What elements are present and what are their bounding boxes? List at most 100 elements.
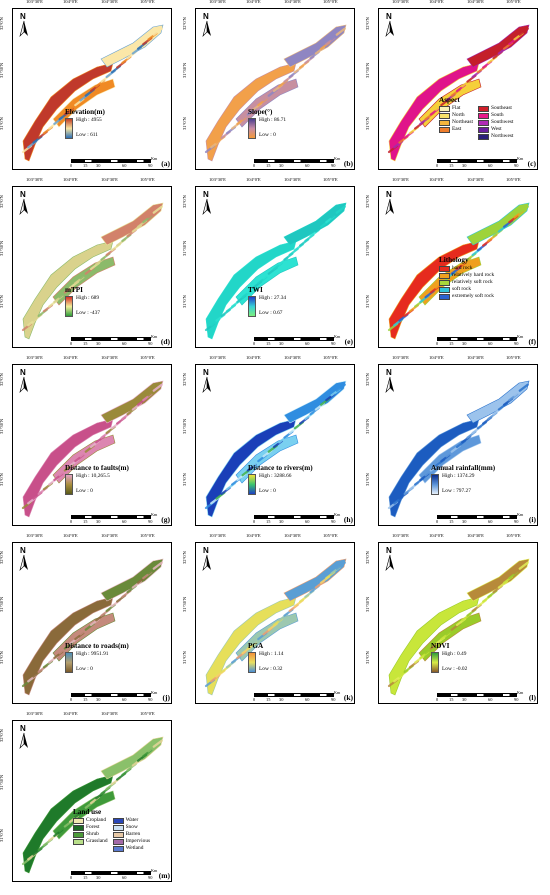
legend-class: hard rock: [439, 265, 494, 273]
north-arrow-icon: N: [200, 12, 214, 38]
map-panel-rivers: 103°30'E103°30'E104°0'E104°0'E104°30'E10…: [182, 355, 359, 528]
raster-texture: [152, 739, 163, 748]
legend-class: Barren: [112, 831, 151, 839]
map-panel-mtpi: 103°30'E103°30'E104°0'E104°0'E104°30'E10…: [0, 177, 176, 350]
scale-tick: 30: [462, 518, 467, 524]
scale-unit: Km: [151, 334, 158, 339]
raster-texture: [152, 27, 163, 36]
map-frame: N Lithology hard rock relatively hard rock r…: [378, 186, 538, 348]
panel-label: (b): [343, 159, 353, 168]
legend: mTPI High : 689 Low : -437: [65, 286, 100, 317]
raster-texture: [152, 205, 163, 214]
study-area-polygon: [100, 24, 164, 68]
longitude-tick: 104°0'E: [429, 355, 444, 360]
legend-swatch: [477, 126, 489, 134]
north-arrow-icon: N: [17, 12, 31, 38]
latitude-tick: 32°0'N: [182, 17, 187, 30]
scale-bar: 0 15 30 60 90 Km: [70, 690, 161, 702]
panel-label: (l): [528, 693, 536, 702]
scale-unit: Km: [151, 156, 158, 161]
map-panel-ndvi: 103°30'E103°30'E104°0'E104°0'E104°30'E10…: [365, 533, 542, 706]
latitude-tick: 31°30'N: [0, 596, 4, 612]
longitude-tick: 103°30'E: [26, 711, 43, 716]
north-arrow-icon: N: [200, 368, 214, 394]
panel-label: (h): [343, 515, 353, 524]
scale-bar: 0 15 30 60 90 Km: [436, 334, 527, 346]
panel-label: (j): [162, 693, 171, 702]
longitude-tick: 104°30'E: [284, 355, 301, 360]
longitude-tick: 103°30'E: [392, 533, 409, 538]
map-panel-lithology: 103°30'E103°30'E104°0'E104°0'E104°30'E10…: [365, 177, 542, 350]
legend-swatch: [439, 126, 450, 134]
legend-high: High : 10,265.5: [76, 472, 110, 479]
north-label: N: [203, 190, 209, 199]
scale-tick: 0: [70, 696, 73, 702]
longitude-tick: 104°30'E: [467, 177, 484, 182]
color-ramp: [431, 651, 439, 673]
legend-swatch: [477, 112, 489, 120]
legend-low: Low : -437: [76, 309, 100, 316]
legend-class-label: relatively soft rock: [452, 278, 493, 285]
scale-bar: 0 15 30 60 90 Km: [253, 512, 344, 524]
map-frame: N Land use Cropland Water Forest Snow Shrub Bar…: [12, 720, 172, 882]
legend-swatch: [439, 265, 450, 273]
legend-title: NDVI: [431, 642, 450, 650]
latitude-tick: 31°0'N: [365, 473, 370, 486]
north-arrow-icon: N: [383, 546, 397, 572]
legend-swatch: [73, 817, 84, 825]
legend-swatch: [439, 119, 450, 127]
legend-class: Impervious: [112, 838, 150, 846]
raster-texture: [335, 27, 346, 36]
legend-swatch: [477, 105, 489, 113]
scale-bar: 0 15 30 60 90 Km: [70, 512, 161, 524]
legend-class-label: relatively hard rock: [452, 271, 495, 278]
scale-unit: Km: [151, 512, 158, 517]
legend-class: relatively hard rock: [439, 271, 495, 280]
map-panel-elevation: 103°30'E103°30'E104°0'E104°0'E104°30'E10…: [0, 0, 176, 172]
legend-class-label: Water: [125, 816, 139, 823]
legend-class: Southwest: [477, 119, 513, 127]
legend-class: relatively soft rock: [439, 278, 494, 287]
study-area-polygon: [22, 62, 114, 162]
scale-tick: 90: [514, 162, 519, 168]
map-frame: N NDVI High : 0.49 Low : -0.02 0 15 30 60 90 Km (l…: [378, 542, 538, 704]
study-area-polygon: [22, 418, 114, 518]
longitude-tick: 105°0'E: [140, 355, 155, 360]
scale-unit: Km: [334, 156, 341, 161]
legend-class: Grassland: [73, 838, 108, 846]
study-area-map: [21, 202, 164, 340]
legend-class-label: Snow: [125, 823, 138, 830]
study-area-polygon: [205, 240, 297, 340]
scale-tick: 15: [449, 696, 454, 702]
legend-low: Low : 797.27: [442, 487, 471, 494]
panel-label: (a): [161, 159, 170, 168]
scale-tick: 30: [96, 340, 101, 346]
legend-swatch: [439, 286, 450, 294]
scale-tick: 60: [122, 874, 127, 880]
scale-tick: 90: [514, 696, 519, 702]
map-panel-landuse: 103°30'E103°30'E104°0'E104°0'E104°30'E10…: [0, 711, 176, 884]
color-ramp: [65, 295, 73, 317]
legend-title: PGA: [248, 642, 264, 650]
scale-tick: 90: [331, 162, 336, 168]
legend-title: mTPI: [65, 286, 83, 294]
legend: PGA High : 1.14 Low : 0.32: [248, 642, 283, 673]
study-area-polygon: [205, 418, 297, 518]
panel-label: (k): [343, 693, 353, 702]
longitude-tick: 103°30'E: [209, 355, 226, 360]
map-panel-rainfall: 103°30'E103°30'E104°0'E104°0'E104°30'E10…: [365, 355, 542, 528]
longitude-tick: 104°0'E: [246, 177, 261, 182]
legend-title: Land use: [73, 808, 102, 816]
scale-tick: 0: [436, 162, 439, 168]
longitude-tick: 103°30'E: [209, 0, 226, 4]
study-area-map: [21, 24, 164, 162]
longitude-tick: 103°30'E: [26, 355, 43, 360]
north-label: N: [386, 12, 392, 21]
longitude-tick: 105°0'E: [323, 355, 338, 360]
longitude-tick: 105°0'E: [506, 0, 521, 4]
longitude-tick: 104°0'E: [63, 533, 78, 538]
legend-low: Low : 0: [259, 487, 276, 494]
legend-class: Forest: [73, 824, 108, 832]
scale-tick: 30: [462, 340, 467, 346]
study-area-map: [387, 380, 530, 518]
